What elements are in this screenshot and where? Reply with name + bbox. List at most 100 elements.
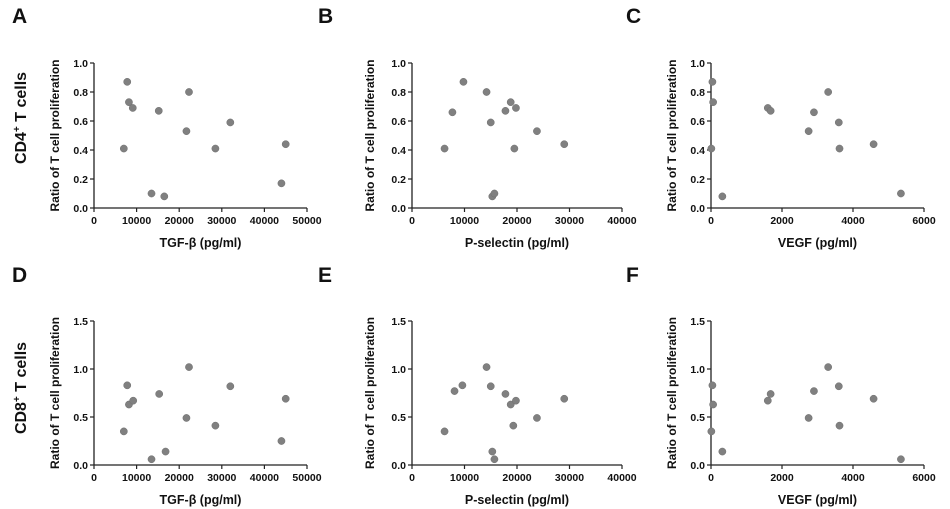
data-point bbox=[440, 427, 449, 436]
data-point bbox=[182, 127, 191, 135]
data-point bbox=[450, 387, 459, 395]
data-point bbox=[835, 144, 844, 153]
x-axis-label: VEGF (pg/ml) bbox=[778, 236, 857, 250]
panel-letter-b: B bbox=[318, 5, 333, 28]
y-axis-label: Ratio of T cell proliferation bbox=[48, 59, 62, 211]
y-tick-label: 1.0 bbox=[73, 364, 88, 376]
panel-f: F 0.0 0.5 1.0 1.5 0 2000 4000 6000 VEGF (pg/ml) Ra… bbox=[626, 264, 936, 507]
x-tick-label: 10000 bbox=[122, 215, 151, 227]
y-tick-label: 0.8 bbox=[73, 87, 88, 99]
y-tick-label: 1.0 bbox=[391, 364, 406, 376]
data-point bbox=[763, 396, 772, 405]
y-tick-label: 0.8 bbox=[690, 87, 705, 99]
data-point bbox=[226, 118, 235, 127]
data-point bbox=[147, 189, 156, 198]
y-tick-label: 0.0 bbox=[391, 203, 406, 215]
data-point bbox=[707, 144, 716, 153]
y-tick-label: 0.8 bbox=[391, 87, 406, 99]
y-tick-label: 0.5 bbox=[73, 412, 88, 424]
row-label-cd4: CD4+ T cells bbox=[12, 72, 30, 164]
y-tick-label: 1.0 bbox=[73, 58, 88, 70]
y-tick-label: 0.0 bbox=[73, 203, 88, 215]
x-axis-label: P-selectin (pg/ml) bbox=[465, 236, 569, 250]
data-point bbox=[154, 107, 163, 115]
data-point bbox=[510, 144, 519, 153]
panel-letter-a: A bbox=[12, 5, 27, 28]
data-point bbox=[277, 437, 286, 445]
data-point bbox=[804, 127, 813, 135]
x-tick-label: 20000 bbox=[502, 215, 531, 227]
data-point bbox=[281, 394, 290, 403]
y-axis-label: Ratio of T cell proliferation bbox=[363, 59, 377, 211]
x-tick-label: 6000 bbox=[912, 215, 936, 227]
x-tick-label: 20000 bbox=[165, 472, 194, 484]
x-tick-label: 50000 bbox=[292, 472, 321, 484]
x-tick-label: 4000 bbox=[841, 472, 865, 484]
y-axis-label: Ratio of T cell proliferation bbox=[363, 317, 377, 469]
x-tick-label: 30000 bbox=[555, 472, 584, 484]
data-point bbox=[560, 394, 569, 403]
y-tick-label: 0.2 bbox=[73, 174, 88, 186]
data-point bbox=[560, 140, 569, 149]
data-point bbox=[718, 192, 727, 201]
data-point bbox=[512, 396, 520, 405]
y-axis-label: Ratio of T cell proliferation bbox=[665, 317, 679, 469]
data-point bbox=[835, 421, 844, 430]
data-point bbox=[501, 107, 510, 115]
data-point bbox=[211, 421, 220, 430]
data-point bbox=[834, 118, 843, 127]
data-point bbox=[155, 390, 164, 398]
x-tick-label: 4000 bbox=[841, 215, 865, 227]
data-point bbox=[486, 118, 495, 127]
data-point bbox=[506, 98, 515, 107]
data-point bbox=[182, 414, 191, 422]
x-tick-label: 20000 bbox=[165, 215, 194, 227]
x-tick-label: 10000 bbox=[450, 215, 479, 227]
y-axis-label: Ratio of T cell proliferation bbox=[665, 59, 679, 211]
data-point bbox=[709, 98, 717, 107]
x-tick-label: 6000 bbox=[912, 472, 936, 484]
data-point bbox=[869, 394, 878, 403]
data-point bbox=[486, 382, 495, 391]
x-tick-label: 0 bbox=[409, 215, 415, 227]
y-tick-label: 1.0 bbox=[391, 58, 406, 70]
data-point bbox=[708, 78, 717, 86]
y-tick-label: 0.6 bbox=[690, 116, 705, 128]
x-tick-label: 40000 bbox=[607, 472, 636, 484]
y-tick-label: 0.0 bbox=[690, 203, 705, 215]
x-tick-label: 30000 bbox=[207, 215, 236, 227]
data-point bbox=[185, 88, 193, 96]
panel-a: A 0.0 0.2 0.4 0.6 0.8 1.0 0 10000 20000 30000 40000… bbox=[12, 5, 322, 250]
y-tick-label: 0.4 bbox=[391, 145, 406, 157]
data-point bbox=[533, 414, 541, 422]
data-point bbox=[766, 390, 775, 398]
data-point bbox=[766, 107, 775, 115]
y-tick-label: 0.0 bbox=[690, 460, 705, 472]
x-tick-label: 0 bbox=[708, 472, 714, 484]
panel-letter-c: C bbox=[626, 5, 641, 28]
x-axis-label: TGF-β (pg/ml) bbox=[160, 236, 242, 250]
x-tick-label: 0 bbox=[91, 472, 97, 484]
data-point bbox=[448, 108, 457, 117]
panel-d: D 0.0 0.5 1.0 1.5 0 10000 20000 30000 40000 50000 T… bbox=[12, 264, 322, 507]
data-point bbox=[482, 363, 491, 371]
data-point bbox=[128, 104, 137, 112]
data-point bbox=[709, 400, 717, 409]
y-tick-label: 0.0 bbox=[73, 460, 88, 472]
data-point bbox=[804, 414, 813, 422]
data-point bbox=[708, 381, 717, 390]
data-point bbox=[488, 447, 497, 456]
data-point bbox=[160, 192, 169, 201]
x-axis-label: VEGF (pg/ml) bbox=[778, 493, 857, 507]
data-point bbox=[506, 400, 515, 409]
x-tick-label: 30000 bbox=[555, 215, 584, 227]
y-tick-label: 0.2 bbox=[391, 174, 406, 186]
x-tick-label: 0 bbox=[91, 215, 97, 227]
x-tick-label: 0 bbox=[708, 215, 714, 227]
x-tick-label: 40000 bbox=[250, 215, 279, 227]
data-point bbox=[810, 108, 818, 117]
data-point bbox=[129, 396, 138, 405]
data-point bbox=[824, 88, 833, 96]
data-point bbox=[277, 179, 286, 188]
